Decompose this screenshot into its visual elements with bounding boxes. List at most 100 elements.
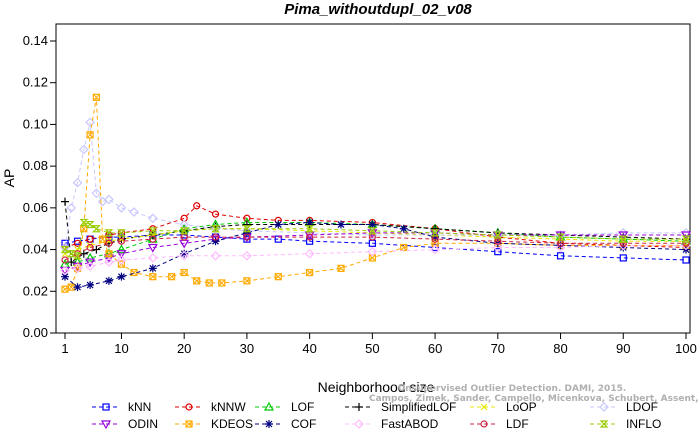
legend-item-cof: COF [255, 417, 316, 431]
x-tick-label: 100 [675, 341, 697, 356]
data-point-inflo [91, 225, 101, 233]
x-axis-label: Neighborhood size [318, 379, 435, 395]
data-point-fastabod [60, 265, 70, 276]
marker-part [99, 235, 106, 243]
marker-part [105, 250, 113, 258]
series-line-ldf [64, 236, 686, 261]
marker-part [337, 264, 345, 272]
marker-part [168, 273, 175, 281]
legend-label-odin: ODIN [128, 417, 158, 431]
legend-item-kdeos: KDEOS [175, 417, 253, 431]
data-point-fastabod [85, 261, 95, 272]
x-tick-label: 1 [61, 341, 68, 356]
data-point-knnw [73, 239, 82, 247]
y-tick-label: 0.00 [23, 325, 48, 340]
legend-label-ldof: LDOF [626, 400, 658, 414]
legend-label-knnw: kNNW [211, 400, 246, 414]
data-point-lof [116, 244, 127, 254]
data-point-odin [680, 231, 692, 241]
data-point-knn [682, 256, 690, 264]
x-tick-label: 10 [114, 341, 128, 356]
data-point-simplifiedlof [67, 258, 76, 267]
data-point-cof [211, 237, 220, 246]
data-point-kdeos [180, 268, 188, 277]
x-tick-label: 40 [302, 341, 316, 356]
data-point-cof [61, 272, 69, 281]
legend-marker-simplifiedlof [355, 403, 363, 411]
data-point-inflo [73, 252, 82, 260]
data-point-ldof [104, 194, 114, 205]
legend-marker-knnw [185, 403, 193, 411]
data-point-inflo [117, 229, 126, 237]
data-point-kdeos [168, 273, 176, 281]
data-point-simplifiedlof [92, 245, 101, 254]
marker-part [92, 93, 100, 101]
marker-part [105, 250, 113, 258]
data-point-inflo [430, 229, 440, 237]
series-fastabod [60, 240, 691, 276]
data-point-knn [431, 243, 439, 252]
marker-part [218, 279, 226, 287]
data-point-ldf [682, 239, 690, 247]
data-point-ldof [72, 177, 83, 188]
marker-part [218, 279, 226, 287]
data-point-ldf [73, 250, 82, 258]
data-point-cof [148, 264, 157, 273]
marker-part [149, 273, 157, 281]
data-point-kdeos [149, 273, 157, 281]
data-point-inflo [305, 225, 315, 233]
data-point-cof [274, 220, 283, 229]
legend-label-lof: LOF [291, 400, 314, 414]
data-point-cof [86, 281, 95, 290]
data-point-cof [242, 228, 251, 237]
x-tick-label: 20 [177, 341, 191, 356]
data-point-knn [494, 248, 502, 256]
marker-part [243, 277, 251, 285]
data-point-knnw [211, 210, 220, 218]
data-point-ldof [66, 203, 77, 213]
data-point-lof [85, 252, 96, 262]
legend-item-inflo: INFLO [590, 417, 661, 431]
marker-part [149, 273, 157, 281]
data-point-odin [103, 254, 114, 264]
x-tick-label: 90 [616, 341, 630, 356]
data-point-ldf [61, 256, 69, 264]
data-point-odin [85, 258, 96, 268]
data-point-fastabod [104, 257, 114, 267]
data-point-kdeos [243, 277, 251, 285]
marker-part [99, 235, 107, 243]
data-point-fastabod [367, 246, 378, 257]
data-point-cof [431, 233, 440, 242]
y-tick-label: 0.02 [23, 283, 48, 298]
legend-item-odin: ODIN [92, 417, 158, 431]
legend-label-inflo: INFLO [626, 417, 661, 431]
data-point-kdeos [337, 264, 345, 272]
data-point-inflo [104, 229, 114, 237]
data-point-fastabod [179, 250, 190, 261]
data-point-kdeos [105, 250, 113, 258]
data-point-inflo [79, 218, 89, 227]
data-point-kdeos [218, 279, 226, 287]
data-point-cof [180, 249, 189, 258]
series-line-fastabod [64, 244, 686, 271]
data-point-fastabod [492, 242, 503, 253]
marker-part [243, 277, 251, 285]
legend-marker-inflo [599, 420, 609, 428]
data-point-kdeos [86, 131, 94, 139]
data-point-fastabod [116, 255, 127, 265]
data-point-odin [116, 250, 127, 259]
legend-item-loop: LoOP [470, 400, 537, 414]
watermark: Unsupervised Outlier Detection. DAMI, 20… [369, 384, 698, 404]
y-tick-label: 0.06 [23, 200, 48, 215]
marker-part [168, 273, 176, 281]
legend-marker-odin [100, 420, 112, 430]
data-point-fastabod [242, 250, 252, 261]
legend-item-simplifiedlof: SimplifiedLOF [345, 400, 456, 414]
marker-part [180, 269, 188, 276]
marker-part [193, 277, 201, 285]
data-point-ldf [619, 239, 627, 247]
data-point-inflo [242, 225, 252, 233]
marker-part [93, 93, 100, 101]
series-inflo [60, 218, 691, 260]
